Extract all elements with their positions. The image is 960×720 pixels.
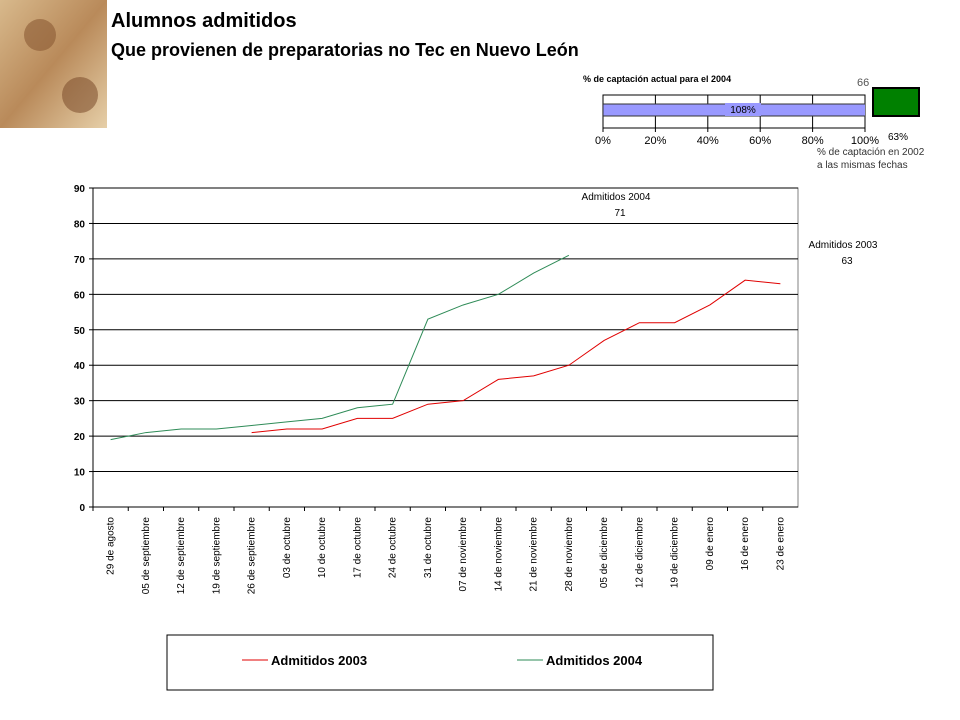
gauge-title: % de captación actual para el 2004 <box>583 74 731 84</box>
bar-label-bg <box>725 103 761 116</box>
x-tick-label: 31 de octubre <box>423 517 434 579</box>
plot-frame <box>92 187 799 508</box>
x-tick-label: 29 de agosto <box>106 517 117 575</box>
x-tick-label: 24 de octubre <box>388 517 399 579</box>
photo-figure <box>62 77 98 113</box>
y-tick-label: 30 <box>74 397 86 408</box>
x-tick-label: 17 de octubre <box>352 517 363 579</box>
bar-label: 108% <box>730 105 756 116</box>
annotation: 63 <box>841 256 853 267</box>
photo-figure <box>24 19 56 51</box>
annotation: Admitidos 2004 <box>582 192 651 203</box>
x-tick-label: 80% <box>802 135 824 147</box>
legend-label: Admitidos 2003 <box>271 653 367 668</box>
legend-label: Admitidos 2004 <box>546 653 643 668</box>
y-tick-label: 50 <box>74 326 86 337</box>
y-tick-label: 80 <box>74 219 86 230</box>
x-tick-label: 20% <box>644 135 666 147</box>
x-tick-label: 40% <box>697 135 719 147</box>
x-tick-label: 23 de enero <box>775 517 786 571</box>
y-tick-label: 10 <box>74 468 86 479</box>
x-tick-label: 07 de noviembre <box>458 517 469 592</box>
x-tick-label: 09 de enero <box>705 517 716 571</box>
x-tick-label: 28 de noviembre <box>564 517 575 592</box>
x-tick-label: 10 de octubre <box>317 517 328 579</box>
y-tick-label: 0 <box>79 503 85 514</box>
series-line <box>110 254 570 441</box>
reference-note: % de captación en 2002 <box>817 147 925 158</box>
x-tick-label: 60% <box>749 135 771 147</box>
reference-note: a las mismas fechas <box>817 160 908 171</box>
reference-box <box>872 87 920 117</box>
y-tick-label: 40 <box>74 361 86 372</box>
reference-label: 63% <box>888 132 908 143</box>
y-tick-label: 60 <box>74 290 86 301</box>
annotation: Admitidos 2003 <box>809 240 878 251</box>
x-tick-label: 05 de diciembre <box>599 517 610 589</box>
title: Alumnos admitidos <box>111 10 297 32</box>
y-tick-label: 20 <box>74 432 86 443</box>
y-tick-label: 70 <box>74 255 86 266</box>
x-tick-label: 12 de septiembre <box>176 517 187 595</box>
x-tick-label: 14 de noviembre <box>493 517 504 592</box>
series-line <box>251 279 781 434</box>
subtitle: Que provienen de preparatorias no Tec en… <box>111 40 579 60</box>
x-tick-label: 19 de diciembre <box>670 517 681 589</box>
x-tick-label: 26 de septiembre <box>247 517 258 595</box>
y-tick-label: 90 <box>74 184 86 195</box>
x-tick-label: 16 de enero <box>740 517 751 571</box>
x-tick-label: 19 de septiembre <box>211 517 222 595</box>
x-tick-label: 03 de octubre <box>282 517 293 579</box>
reference-value: 66 <box>857 77 869 89</box>
annotation: 71 <box>614 208 626 219</box>
x-tick-label: 12 de diciembre <box>634 517 645 589</box>
x-tick-label: 0% <box>595 135 611 147</box>
x-tick-label: 05 de septiembre <box>141 517 152 595</box>
x-tick-label: 21 de noviembre <box>529 517 540 592</box>
x-tick-label: 100% <box>851 135 879 147</box>
legend-box <box>166 634 714 691</box>
